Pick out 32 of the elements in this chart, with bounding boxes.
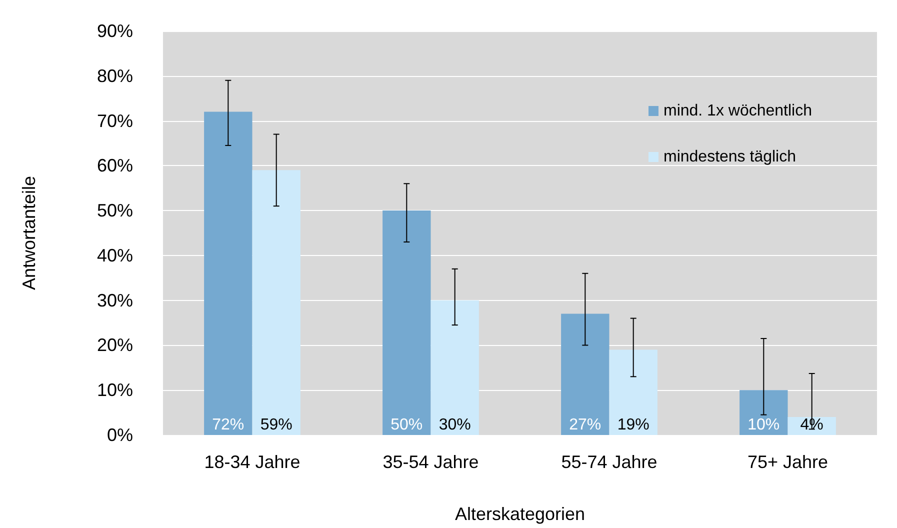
y-axis-title: Antwortanteile <box>19 176 39 290</box>
x-tick-label: 18-34 Jahre <box>204 452 300 472</box>
x-axis-title: Alterskategorien <box>454 504 586 524</box>
y-tick-label: 20% <box>96 335 133 356</box>
y-tick-label: 30% <box>96 290 133 310</box>
y-tick-label: 70% <box>96 110 133 131</box>
data-label: 27% <box>569 416 602 434</box>
data-label: 10% <box>748 416 780 434</box>
legend-label: mind. 1x wöchentlich <box>663 102 812 120</box>
y-tick-label: 80% <box>96 66 133 86</box>
data-label: 50% <box>390 416 423 434</box>
bar <box>740 390 788 435</box>
bar <box>430 300 479 435</box>
bar <box>609 350 658 435</box>
y-tick-label: 40% <box>96 245 133 266</box>
x-tick-label: 35-54 Jahre <box>382 452 479 472</box>
bar <box>382 210 431 435</box>
y-tick-label: 60% <box>96 156 133 176</box>
bar <box>204 112 252 435</box>
data-label: 59% <box>260 416 292 434</box>
x-tick-label: 55-74 Jahre <box>561 452 658 472</box>
data-label: 19% <box>617 416 650 434</box>
legend-label: mindestens täglich <box>663 148 796 166</box>
bar <box>561 314 610 435</box>
y-tick-label: 10% <box>96 380 133 400</box>
y-tick-label: 50% <box>96 200 133 221</box>
data-label: 30% <box>438 416 471 434</box>
x-tick-label: 75+ Jahre <box>747 452 828 472</box>
data-label: 72% <box>212 416 244 434</box>
y-tick-label: 0% <box>106 425 133 445</box>
bar <box>252 170 300 435</box>
y-tick-label: 90% <box>96 21 133 41</box>
